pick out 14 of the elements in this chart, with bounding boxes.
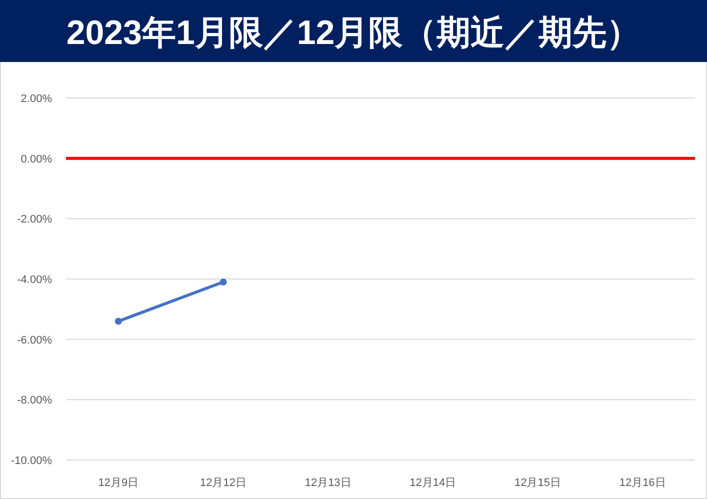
y-tick-label: 0.00% — [20, 153, 52, 166]
chart-title: 2023年1月限／12月限（期近／期先） — [66, 14, 641, 52]
y-tick-label: -4.00% — [17, 274, 52, 286]
x-tick-label: 12月16日 — [619, 477, 666, 489]
y-tick-label: -2.00% — [17, 214, 52, 226]
x-tick-label: 12月13日 — [304, 477, 352, 489]
y-tick-label: -10.00% — [11, 455, 52, 467]
x-tick-label: 12月9日 — [98, 477, 139, 489]
y-tick-label: 2.00% — [20, 93, 52, 105]
y-tick-label: -8.00% — [17, 394, 52, 407]
x-tick-label: 12月12日 — [200, 477, 246, 489]
y-tick-label: -6.00% — [17, 334, 52, 346]
x-tick-label: 12月15日 — [514, 477, 561, 489]
x-tick-label: 12月14日 — [410, 477, 456, 489]
